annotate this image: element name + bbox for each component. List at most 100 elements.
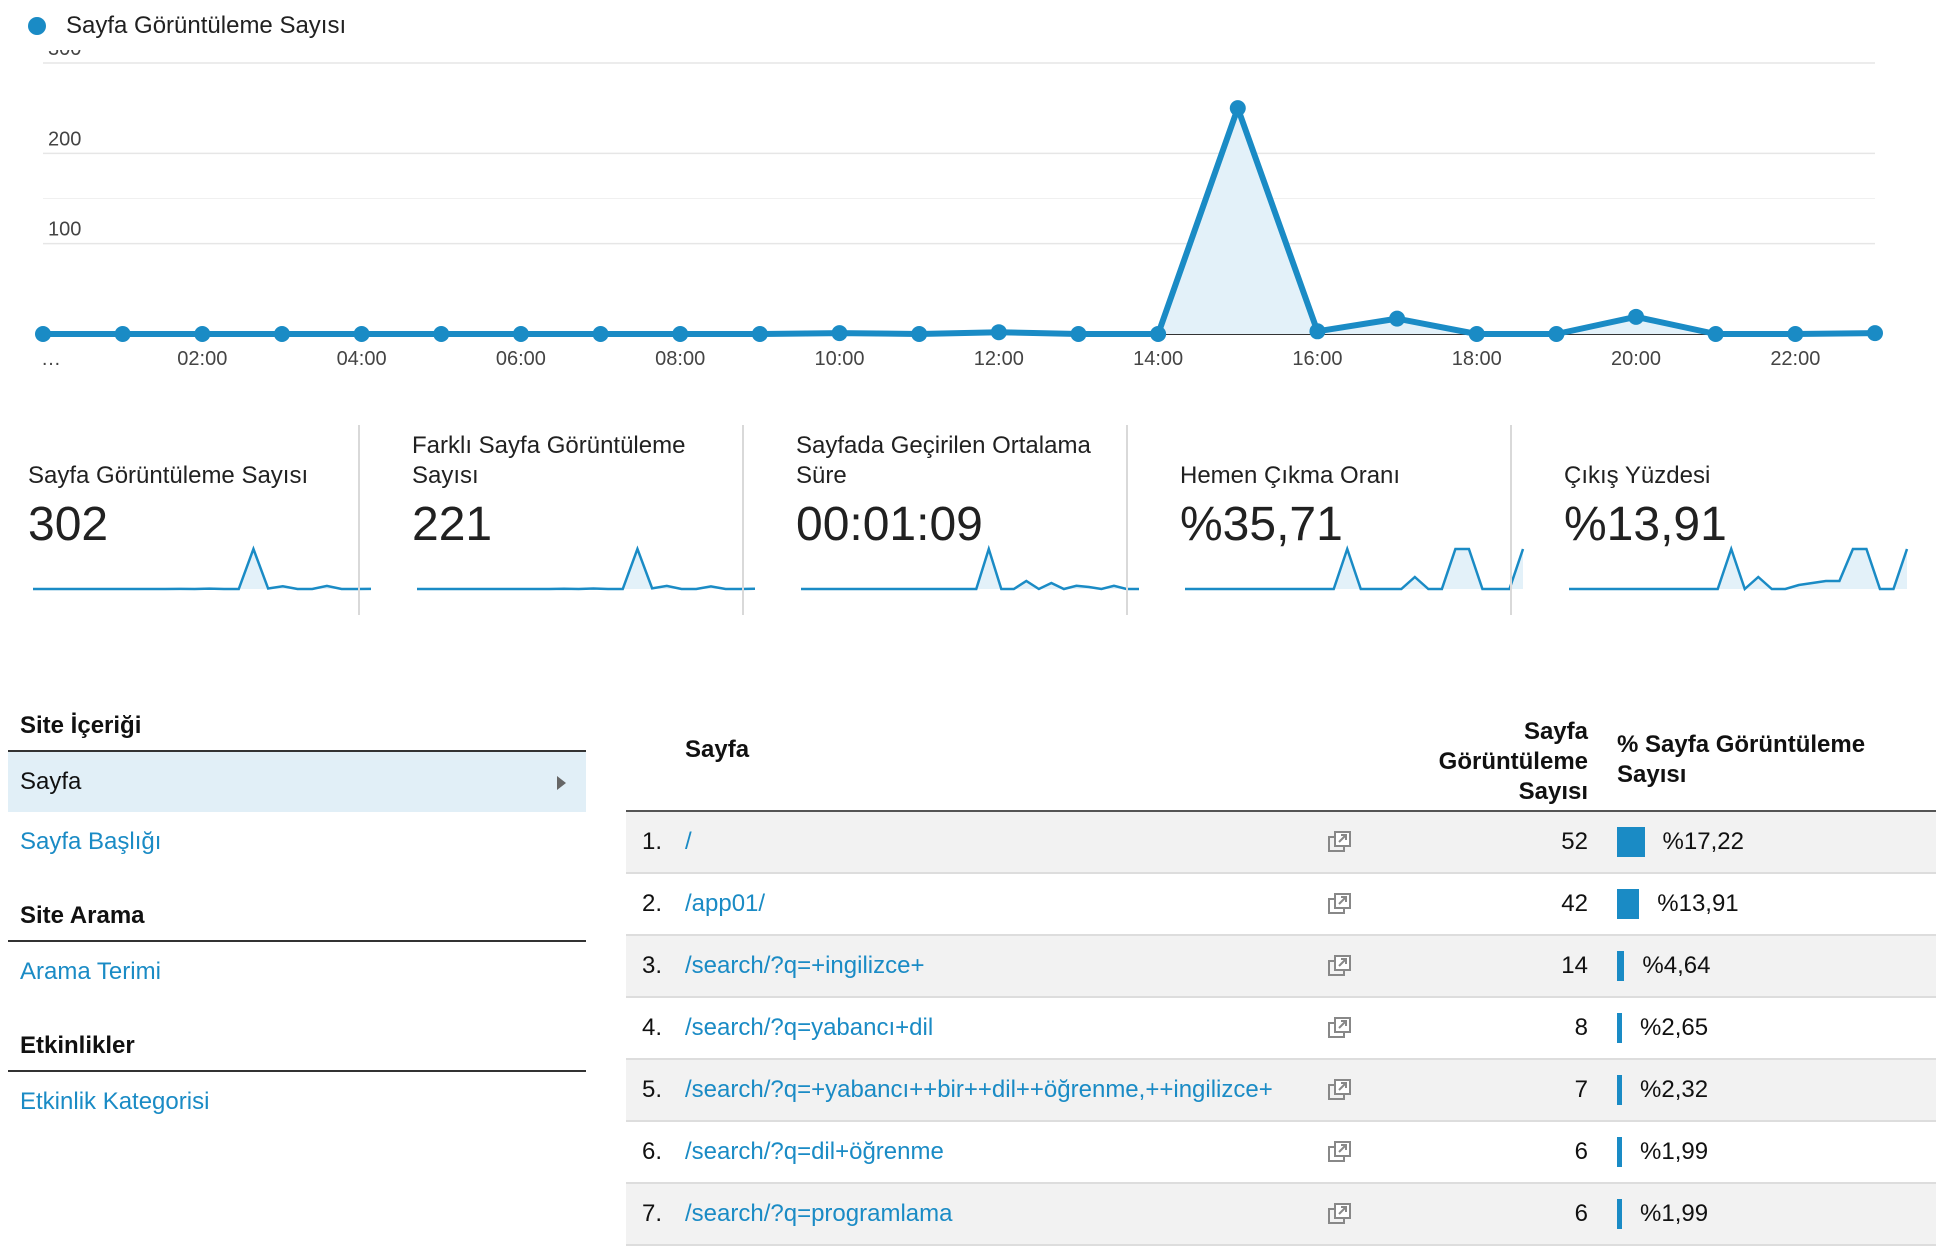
page-link[interactable]: / xyxy=(685,828,692,855)
series-line xyxy=(43,105,1876,337)
x-tick-label: 10:00 xyxy=(814,348,864,370)
data-point[interactable] xyxy=(353,326,370,342)
data-point[interactable] xyxy=(512,326,529,342)
open-external-icon[interactable] xyxy=(1328,1079,1352,1101)
column-header-page[interactable]: Sayfa xyxy=(685,736,750,763)
x-tick-label: 20:00 xyxy=(1611,348,1661,370)
page-link[interactable]: /search/?q=+yabancı++bir++dil++öğrenme,+… xyxy=(685,1076,1273,1103)
metric-card[interactable]: Farklı Sayfa Görüntüleme Sayısı 221 xyxy=(384,425,756,615)
table-row: 7. /search/?q=programlama 6 %1,99 xyxy=(626,1184,1936,1246)
table-header: Sayfa Sayfa Görüntüleme Sayısı % Sayfa G… xyxy=(626,705,1936,812)
page-views-value: 6 xyxy=(1574,1200,1588,1227)
page-views-value: 14 xyxy=(1561,952,1588,979)
sidebar-item[interactable]: Arama Terimi xyxy=(8,942,586,1002)
open-external-icon[interactable] xyxy=(1328,893,1352,915)
metric-divider xyxy=(358,425,360,615)
open-external-icon[interactable] xyxy=(1328,831,1352,853)
share-bar xyxy=(1617,827,1645,857)
sparkline-line xyxy=(801,545,1139,591)
table-row: 6. /search/?q=dil+öğrenme 6 %1,99 xyxy=(626,1122,1936,1184)
pageviews-line-chart[interactable]: 100 200 300 … 02:00 04:00 06:00 08:00 10:00 12:00… xyxy=(0,50,1938,380)
sidebar-item[interactable]: Etkinlik Kategorisi xyxy=(8,1072,586,1132)
row-index: 2. xyxy=(642,890,663,917)
page-views-value: 52 xyxy=(1561,828,1588,855)
page-views-value: 6 xyxy=(1574,1138,1588,1165)
data-point[interactable] xyxy=(672,326,689,342)
metric-card[interactable]: Sayfa Görüntüleme Sayısı 302 xyxy=(0,425,372,615)
data-point[interactable] xyxy=(1867,325,1883,342)
x-tick-label: 08:00 xyxy=(655,348,705,370)
metrics-row: Sayfa Görüntüleme Sayısı 302 Farklı Sayfa … xyxy=(0,425,1938,615)
sidebar-item-label: Arama Terimi xyxy=(20,958,161,985)
metric-label: Çıkış Yüzdesi xyxy=(1564,462,1711,489)
share-bar xyxy=(1617,1137,1622,1167)
x-tick-label: 02:00 xyxy=(177,348,227,370)
data-point[interactable] xyxy=(1468,326,1485,342)
table-row: 3. /search/?q=+ingilizce+ 14 %4,64 xyxy=(626,936,1936,998)
x-tick-label: 14:00 xyxy=(1133,348,1183,370)
legend-label: Sayfa Görüntüleme Sayısı xyxy=(66,12,347,39)
share-bar xyxy=(1617,889,1640,919)
data-point[interactable] xyxy=(1628,308,1645,325)
page-link[interactable]: /search/?q=+ingilizce+ xyxy=(685,952,925,979)
share-bar xyxy=(1617,1199,1622,1229)
metric-card[interactable]: Hemen Çıkma Oranı %35,71 xyxy=(1152,425,1525,615)
open-external-icon[interactable] xyxy=(1328,955,1352,977)
row-index: 4. xyxy=(642,1014,663,1041)
sparkline-area xyxy=(33,549,371,589)
pages-table: Sayfa Sayfa Görüntüleme Sayısı % Sayfa G… xyxy=(626,705,1936,1246)
data-point[interactable] xyxy=(1070,326,1087,342)
data-point[interactable] xyxy=(592,326,609,342)
data-point[interactable] xyxy=(990,324,1007,341)
metric-label: Sayfada Geçirilen Ortalama Süre xyxy=(796,432,1091,489)
data-point[interactable] xyxy=(1309,323,1326,340)
x-tick-label: 16:00 xyxy=(1292,348,1342,370)
column-header-pct[interactable]: % Sayfa Görüntüleme Sayısı xyxy=(1617,731,1866,788)
data-point[interactable] xyxy=(751,326,768,342)
row-index: 1. xyxy=(642,828,663,855)
data-point[interactable] xyxy=(911,326,928,342)
metric-sparkline xyxy=(1185,545,1525,591)
data-point[interactable] xyxy=(1150,326,1167,342)
column-header-views[interactable]: Sayfa Görüntüleme Sayısı xyxy=(1438,718,1588,805)
data-point[interactable] xyxy=(1389,310,1406,327)
sidebar-section-heading: Etkinlikler xyxy=(8,1032,586,1072)
table-row: 4. /search/?q=yabancı+dil 8 %2,65 xyxy=(626,998,1936,1060)
metric-sparkline xyxy=(417,545,756,591)
sidebar-item-label: Etkinlik Kategorisi xyxy=(20,1088,210,1115)
sidebar-section-heading: Site İçeriği xyxy=(8,712,586,752)
metric-card[interactable]: Sayfada Geçirilen Ortalama Süre 00:01:09 xyxy=(768,425,1139,615)
data-point[interactable] xyxy=(35,326,51,342)
page-link[interactable]: /app01/ xyxy=(685,890,766,917)
open-external-icon[interactable] xyxy=(1328,1141,1352,1163)
data-point[interactable] xyxy=(1707,326,1724,342)
page-views-value: 7 xyxy=(1574,1076,1588,1103)
table-row: 5. /search/?q=+yabancı++bir++dil++öğrenme… xyxy=(626,1060,1936,1122)
sidebar-gap xyxy=(8,872,586,902)
page-views-value: 42 xyxy=(1561,890,1588,917)
data-point[interactable] xyxy=(1548,326,1565,342)
sidebar-item[interactable]: Sayfa xyxy=(8,752,586,812)
page-link[interactable]: /search/?q=programlama xyxy=(685,1200,953,1227)
data-point[interactable] xyxy=(273,326,290,342)
table-row: 2. /app01/42 %13,91 xyxy=(626,874,1936,936)
table-row: 1. / 52 %17,22 xyxy=(626,812,1936,874)
metric-card[interactable]: Çıkış Yüzdesi %13,91 xyxy=(1536,425,1909,615)
open-external-icon[interactable] xyxy=(1328,1203,1352,1225)
data-point[interactable] xyxy=(114,326,131,342)
sidebar-item[interactable]: Sayfa Başlığı xyxy=(8,812,586,872)
x-tick-label: 22:00 xyxy=(1770,348,1820,370)
page-link[interactable]: /search/?q=yabancı+dil xyxy=(685,1014,934,1041)
metric-value: %13,91 xyxy=(1564,498,1727,551)
page-views-percent: %2,32 xyxy=(1640,1076,1709,1103)
page-link[interactable]: /search/?q=dil+öğrenme xyxy=(685,1138,944,1165)
data-point[interactable] xyxy=(194,326,211,342)
data-point[interactable] xyxy=(831,325,848,342)
data-point[interactable] xyxy=(1229,100,1246,117)
data-point[interactable] xyxy=(1787,326,1804,342)
data-point[interactable] xyxy=(433,326,450,342)
open-external-icon[interactable] xyxy=(1328,1017,1352,1039)
page-views-percent: %13,91 xyxy=(1657,890,1739,917)
metric-sparkline xyxy=(1569,545,1909,592)
chart-legend[interactable]: Sayfa Görüntüleme Sayısı xyxy=(28,12,346,40)
